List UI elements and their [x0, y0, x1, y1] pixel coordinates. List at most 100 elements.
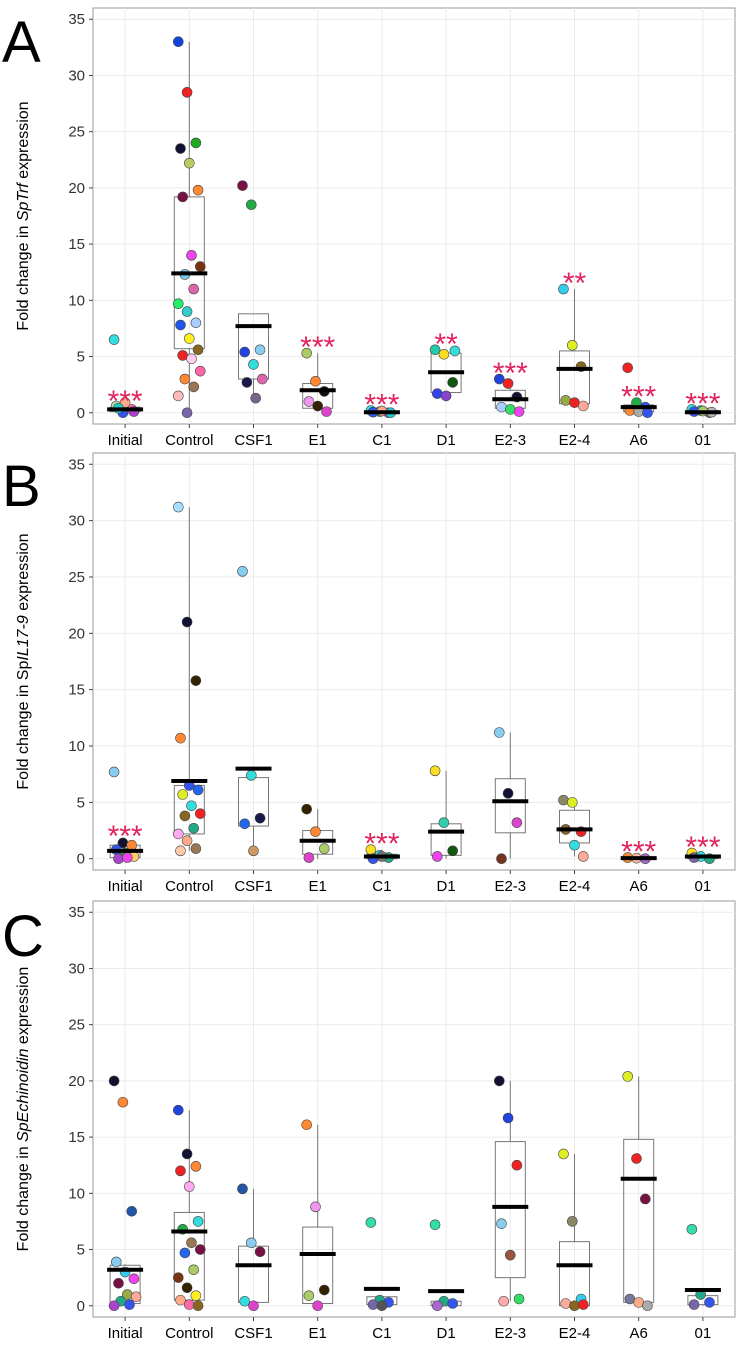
data-point [622, 362, 634, 374]
y-tick-label: 0 [77, 405, 85, 422]
data-point [631, 1153, 642, 1164]
data-point [493, 1075, 505, 1087]
data-point [318, 843, 330, 854]
data-point [124, 1299, 135, 1310]
y-tick-label: 15 [68, 236, 85, 253]
data-point [186, 800, 197, 812]
data-point [181, 1282, 193, 1294]
data-point [493, 373, 505, 385]
y-axis-title-gene: SpTrf [15, 182, 32, 221]
data-point [173, 390, 184, 402]
data-point [173, 828, 184, 840]
data-point [558, 794, 569, 806]
significance-marker: *** [685, 387, 720, 420]
data-point [195, 365, 206, 377]
data-point [188, 381, 199, 393]
x-category-label: C1 [372, 1325, 391, 1342]
data-point [186, 1237, 197, 1249]
data-point [438, 348, 450, 360]
y-axis-title-prefix: Fold change in [15, 221, 32, 330]
data-point [365, 1217, 377, 1228]
y-axis-title: Fold change in SpTrf expression [15, 101, 32, 330]
x-category-label: 01 [695, 878, 712, 895]
significance-marker: *** [108, 385, 143, 418]
data-point [642, 1300, 653, 1312]
significance-marker: *** [364, 828, 399, 861]
data-point [566, 339, 578, 351]
x-category-label: E2-4 [559, 878, 591, 895]
data-point [173, 1104, 184, 1116]
data-point [502, 788, 514, 799]
data-point [239, 1295, 250, 1307]
data-point [177, 789, 188, 800]
significance-marker: *** [300, 331, 335, 364]
data-point [188, 822, 199, 834]
box [494, 1141, 526, 1279]
data-point [310, 1201, 321, 1213]
data-point [310, 826, 321, 837]
data-point [237, 1183, 248, 1195]
x-category-label: C1 [372, 878, 391, 895]
y-tick-label: 35 [68, 11, 85, 28]
y-tick-label: 15 [68, 1129, 85, 1146]
x-category-label: C1 [372, 432, 391, 449]
data-point [248, 1300, 259, 1312]
data-point [173, 36, 184, 48]
data-point [184, 333, 195, 344]
y-axis-title-suffix: expression [15, 101, 32, 183]
data-point [175, 1165, 186, 1177]
y-tick-label: 15 [68, 682, 85, 699]
box [494, 778, 526, 834]
data-point [303, 396, 315, 407]
data-point [431, 851, 443, 862]
x-category-label: CSF1 [234, 432, 272, 449]
data-point [254, 1246, 266, 1258]
data-point [195, 261, 206, 272]
x-category-label: E2-4 [559, 432, 591, 449]
data-point [188, 1264, 199, 1276]
data-point [429, 765, 441, 777]
data-point [624, 1293, 636, 1305]
x-category-label: E1 [309, 432, 327, 449]
x-category-label: Control [165, 432, 213, 449]
y-tick-label: 25 [68, 1017, 85, 1034]
data-point [241, 377, 253, 388]
data-point [179, 373, 191, 385]
x-category-label: 01 [695, 1325, 712, 1342]
data-point [173, 501, 184, 513]
data-point [184, 1299, 195, 1310]
data-point [438, 817, 450, 828]
significance-marker: *** [364, 389, 399, 422]
y-tick-label: 30 [68, 513, 85, 530]
data-point [447, 1298, 459, 1309]
data-point [496, 1218, 507, 1229]
data-point [496, 853, 507, 865]
data-point [181, 306, 193, 317]
data-point [192, 1216, 204, 1227]
x-category-label: Initial [108, 1325, 143, 1342]
data-point [256, 373, 268, 385]
data-point [560, 1298, 572, 1309]
data-point [569, 839, 580, 851]
data-point [502, 378, 514, 389]
panel-letter: A [2, 10, 41, 75]
data-point [108, 1300, 120, 1312]
data-point [566, 1216, 578, 1227]
y-tick-label: 10 [68, 1185, 85, 1202]
data-point [175, 143, 186, 154]
chart-panel-b: 0 5 10 15 20 25 30 35 Initial Control CSF1 E1 C1 D1 E2… [2, 452, 736, 895]
y-tick-label: 5 [77, 794, 85, 811]
data-point [186, 250, 197, 261]
y-axis-title-gene: SpEchinoidin [15, 1048, 32, 1142]
x-category-label: Control [165, 878, 213, 895]
data-point [108, 1075, 120, 1087]
data-point [181, 1148, 193, 1160]
data-point [511, 1159, 523, 1171]
data-point [128, 1273, 140, 1285]
data-point [301, 803, 313, 815]
data-point [502, 1112, 514, 1124]
data-point [558, 1148, 569, 1160]
data-point [429, 344, 441, 356]
data-point [184, 1181, 195, 1192]
data-point [175, 845, 186, 857]
